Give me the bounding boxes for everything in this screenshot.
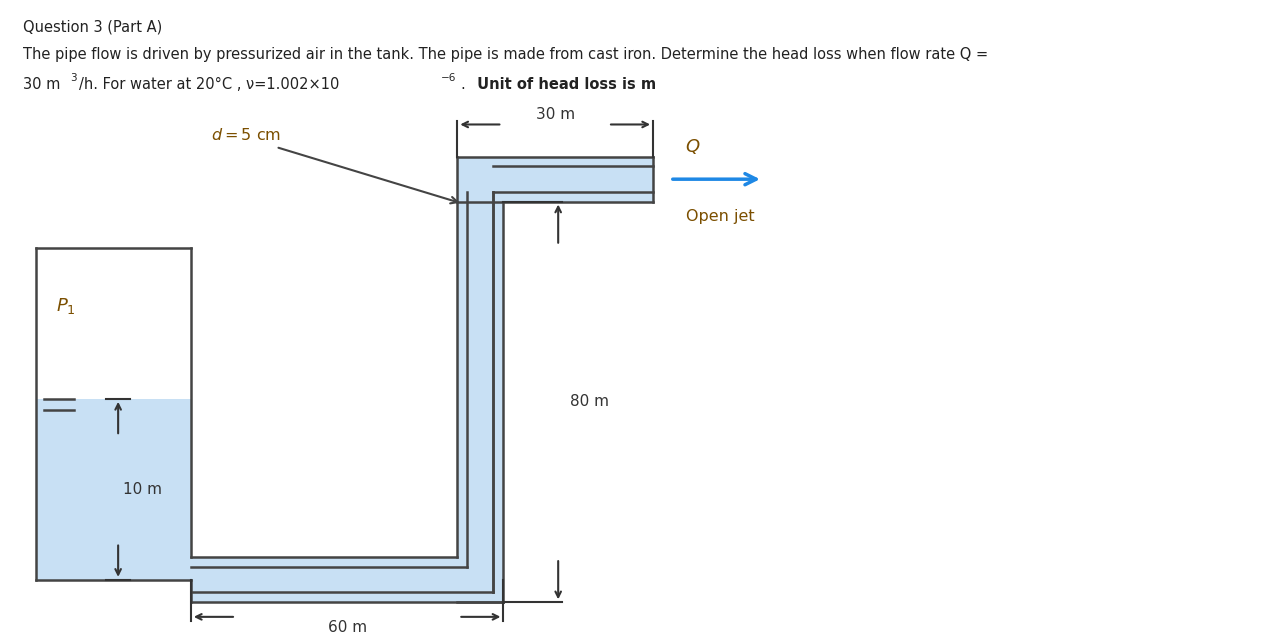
Text: −6: −6 <box>440 73 456 83</box>
Text: $P_1$: $P_1$ <box>57 296 76 317</box>
Text: Question 3 (Part A): Question 3 (Part A) <box>23 20 162 35</box>
Bar <box>36 248 190 580</box>
Text: 80 m: 80 m <box>570 394 609 410</box>
Text: 3: 3 <box>71 73 77 83</box>
Text: $Q$: $Q$ <box>685 138 700 157</box>
Bar <box>190 557 503 602</box>
Bar <box>457 157 503 602</box>
Bar <box>457 157 653 202</box>
Text: Open jet: Open jet <box>686 209 754 224</box>
Text: $d = 5$ cm: $d = 5$ cm <box>211 127 281 143</box>
Text: .: . <box>461 76 465 92</box>
Text: 10 m: 10 m <box>124 482 162 497</box>
Text: Unit of head loss is m: Unit of head loss is m <box>472 76 656 92</box>
Text: 30 m: 30 m <box>23 76 60 92</box>
Text: 30 m: 30 m <box>535 106 575 122</box>
Text: The pipe flow is driven by pressurized air in the tank. The pipe is made from ca: The pipe flow is driven by pressurized a… <box>23 47 988 62</box>
Bar <box>36 399 190 580</box>
Text: /h. For water at 20°C , ν=1.002×10: /h. For water at 20°C , ν=1.002×10 <box>80 76 340 92</box>
Text: 60 m: 60 m <box>328 620 367 635</box>
